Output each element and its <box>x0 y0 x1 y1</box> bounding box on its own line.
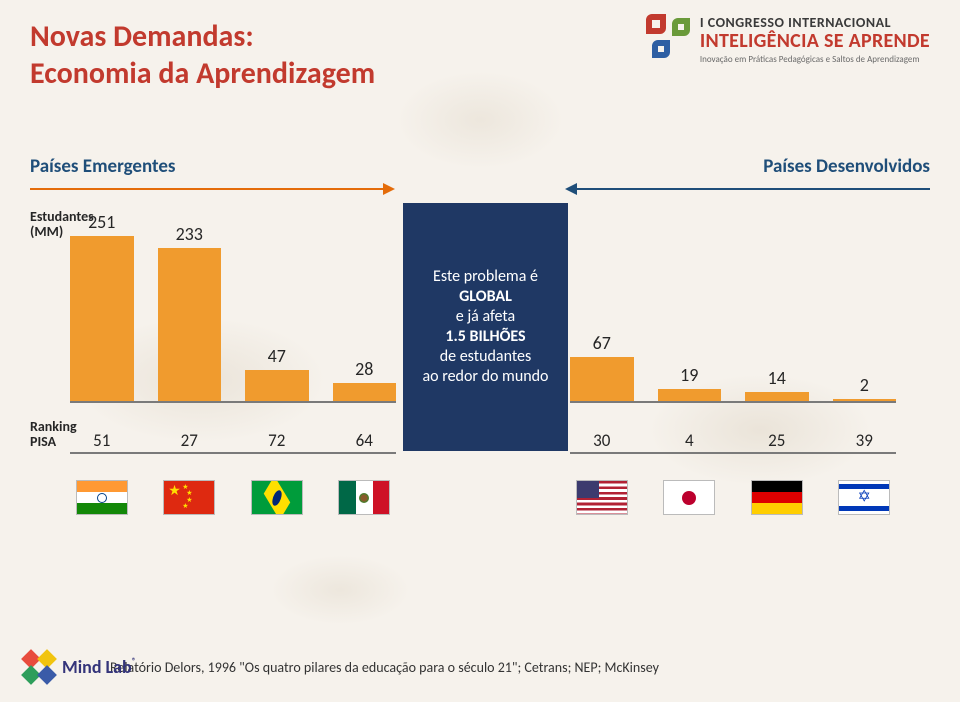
bar-rect <box>70 236 134 401</box>
axis-rank-developed <box>570 452 896 454</box>
center-l6: ao redor do mundo <box>423 367 549 387</box>
flag-china-icon: ★★★★★ <box>163 480 215 515</box>
arrow-left-shaft <box>30 188 393 190</box>
bar-rect <box>245 370 309 401</box>
bar-rect <box>658 389 722 401</box>
axis-emerging <box>70 401 396 403</box>
flag-usa-icon <box>576 480 628 515</box>
flag-brazil-icon <box>251 480 303 515</box>
registered-icon: ® <box>132 656 137 667</box>
title-line2: Economia da Aprendizagem <box>30 55 375 92</box>
flag-india-icon <box>76 480 128 515</box>
bar-israel: 2 <box>833 374 897 401</box>
bar-rect <box>158 248 222 401</box>
center-l3: e já afeta <box>456 307 515 327</box>
chart-developed: 67 19 14 2 30 4 25 39 <box>570 230 896 425</box>
rank-cell: 51 <box>70 430 134 451</box>
center-l2: GLOBAL <box>459 287 512 307</box>
chart-emerging: 251 233 47 28 51 27 72 64 <box>70 230 396 425</box>
congress-logo-block: I CONGRESSO INTERNACIONAL INTELIGÊNCIA S… <box>646 14 930 65</box>
congress-line2: INTELIGÊNCIA SE APRENDE <box>700 31 930 52</box>
flag-israel-icon: ✡ <box>838 480 890 515</box>
footer-citation: Relatório Delors, 1996 "Os quatro pilare… <box>110 659 659 676</box>
bars-emerging: 251 233 47 28 <box>70 230 396 401</box>
center-l1: Este problema é <box>433 267 538 287</box>
subtitles-row: Países Emergentes Países Desenvolvidos <box>30 155 930 178</box>
rank-row-developed: 30 4 25 39 <box>570 430 896 451</box>
rank-cell: 30 <box>570 430 634 451</box>
arrow-left-head-icon <box>383 183 395 195</box>
flags-emerging: ★★★★★ <box>70 480 396 515</box>
bar-rect <box>745 392 809 401</box>
rank-cell: 25 <box>745 430 809 451</box>
mindlab-logo: Mind Lab® <box>22 650 136 684</box>
bars-developed: 67 19 14 2 <box>570 230 896 401</box>
bar-india: 251 <box>70 211 134 401</box>
rank-cell: 39 <box>833 430 897 451</box>
arrow-right-shaft <box>567 188 930 190</box>
bar-mexico: 28 <box>333 358 397 401</box>
rank-cell: 27 <box>158 430 222 451</box>
flag-japan-icon <box>663 480 715 515</box>
axis-rank-emerging <box>70 452 396 454</box>
arrow-left <box>30 188 393 190</box>
mindlab-text: Mind Lab® <box>62 656 136 678</box>
center-l4: 1.5 BILHÕES <box>445 327 525 347</box>
axis-developed <box>570 401 896 403</box>
center-l5: de estudantes <box>440 347 532 367</box>
bar-china: 233 <box>158 223 222 401</box>
arrow-right <box>567 188 930 190</box>
bar-rect <box>333 383 397 401</box>
arrow-right-head-icon <box>565 183 577 195</box>
title-line1: Novas Demandas: <box>30 18 375 55</box>
congress-text: I CONGRESSO INTERNACIONAL INTELIGÊNCIA S… <box>700 14 930 65</box>
rank-row-emerging: 51 27 72 64 <box>70 430 396 451</box>
mindlab-mark-icon <box>22 650 56 684</box>
arrows-row <box>30 188 930 190</box>
bar-germany: 14 <box>745 367 809 401</box>
congress-line3: Inovação em Práticas Pedagógicas e Salto… <box>700 54 930 65</box>
subtitle-left: Países Emergentes <box>30 155 176 178</box>
flag-germany-icon <box>751 480 803 515</box>
page-title: Novas Demandas: Economia da Aprendizagem <box>30 18 375 92</box>
rank-cell: 64 <box>333 430 397 451</box>
congress-mark-icon <box>646 14 690 58</box>
rank-cell: 72 <box>245 430 309 451</box>
flags-developed: ✡ <box>570 480 896 515</box>
bar-brazil: 47 <box>245 345 309 401</box>
subtitle-right: Países Desenvolvidos <box>763 155 930 178</box>
bar-japan: 19 <box>658 364 722 401</box>
bar-usa: 67 <box>570 332 634 401</box>
flag-mexico-icon <box>338 480 390 515</box>
rank-cell: 4 <box>658 430 722 451</box>
center-callout: Este problema é GLOBAL e já afeta 1.5 BI… <box>403 203 568 451</box>
bar-rect <box>570 357 634 401</box>
